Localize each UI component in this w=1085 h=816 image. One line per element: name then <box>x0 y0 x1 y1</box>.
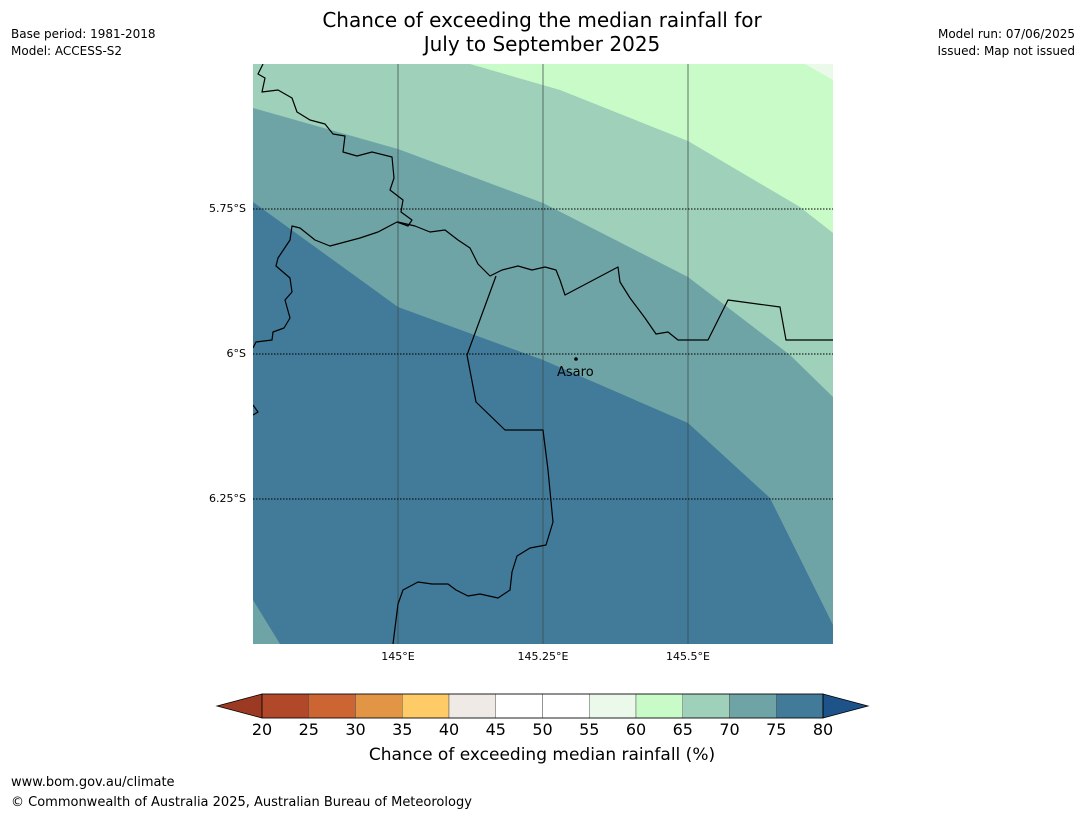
map-title: Chance of exceeding the median rainfall … <box>242 8 842 56</box>
colorbar-tick-label: 40 <box>438 720 460 739</box>
parallel-lines <box>253 208 833 500</box>
zone-55-60 <box>805 64 833 80</box>
footer-copyright: © Commonwealth of Australia 2025, Austra… <box>11 795 472 810</box>
colorbar-cell <box>495 693 543 719</box>
lat-label-6-25: 6.25°S <box>209 492 246 505</box>
map-area <box>253 64 833 644</box>
lat-label-5-75: 5.75°S <box>209 202 246 215</box>
map-canvas <box>253 64 833 644</box>
colorbar-tick-label: 55 <box>579 720 600 739</box>
model-run: Model run: 07/06/2025 <box>937 27 1075 41</box>
colorbar-tick-label: 80 <box>812 720 834 739</box>
asaro-marker <box>574 357 578 361</box>
colorbar-tick-label: 70 <box>719 720 740 739</box>
colorbar-tick-label: 20 <box>251 720 273 739</box>
footer-url[interactable]: www.bom.gov.au/climate <box>11 775 175 790</box>
lon-label-145-5: 145.5°E <box>666 650 710 663</box>
meta-left: Base period: 1981-2018 Model: ACCESS-S2 <box>11 26 156 60</box>
lon-label-145: 145°E <box>381 650 415 663</box>
colorbar-tick-label: 65 <box>672 720 693 739</box>
colorbar-tick-label: 50 <box>532 720 553 739</box>
colorbar-tick-label: 30 <box>345 720 366 739</box>
colorbar-cell <box>542 693 590 719</box>
colorbar <box>215 693 870 719</box>
colorbar-cell <box>448 693 496 719</box>
issued-status: Issued: Map not issued <box>937 44 1075 58</box>
colorbar-tick-label: 25 <box>298 720 319 739</box>
colorbar-cell <box>355 693 403 719</box>
lon-label-145-25: 145.25°E <box>517 650 569 663</box>
colorbar-cell <box>308 693 356 719</box>
base-period: Base period: 1981-2018 <box>11 27 156 41</box>
boundary-east-ridge <box>397 221 833 341</box>
title-line-1: Chance of exceeding the median rainfall … <box>322 8 762 32</box>
colorbar-cell <box>776 693 824 719</box>
zone-70-75-corner <box>253 600 280 644</box>
colorbar-cell <box>589 693 637 719</box>
colorbar-tick-label: 60 <box>625 720 647 739</box>
boundary-central <box>392 275 554 644</box>
colorbar-cell <box>635 693 683 719</box>
boundary-west-edge <box>253 404 259 416</box>
title-line-2: July to September 2025 <box>423 32 661 56</box>
model-name: Model: ACCESS-S2 <box>11 44 123 58</box>
colorbar-cell <box>729 693 777 719</box>
colorbar-cell <box>402 693 450 719</box>
colorbar-frame <box>261 693 824 719</box>
colorbar-tick-label: 75 <box>766 720 787 739</box>
boundary-north <box>253 64 413 349</box>
colorbar-under-arrow <box>215 693 263 719</box>
zone-60-65 <box>470 64 833 233</box>
colorbar-over-arrow <box>822 693 870 719</box>
colorbar-label: Chance of exceeding median rainfall (%) <box>368 745 716 765</box>
colorbar-cell <box>261 693 309 719</box>
colorbar-tick-label: 35 <box>392 720 413 739</box>
colorbar-cell <box>682 693 730 719</box>
lat-label-6: 6°S <box>226 347 246 360</box>
colorbar-tick-label: 45 <box>485 720 506 739</box>
place-label-asaro: Asaro <box>557 365 594 380</box>
meta-right: Model run: 07/06/2025 Issued: Map not is… <box>937 26 1075 60</box>
colorbar-cells <box>261 693 824 719</box>
province-boundaries <box>253 64 833 644</box>
